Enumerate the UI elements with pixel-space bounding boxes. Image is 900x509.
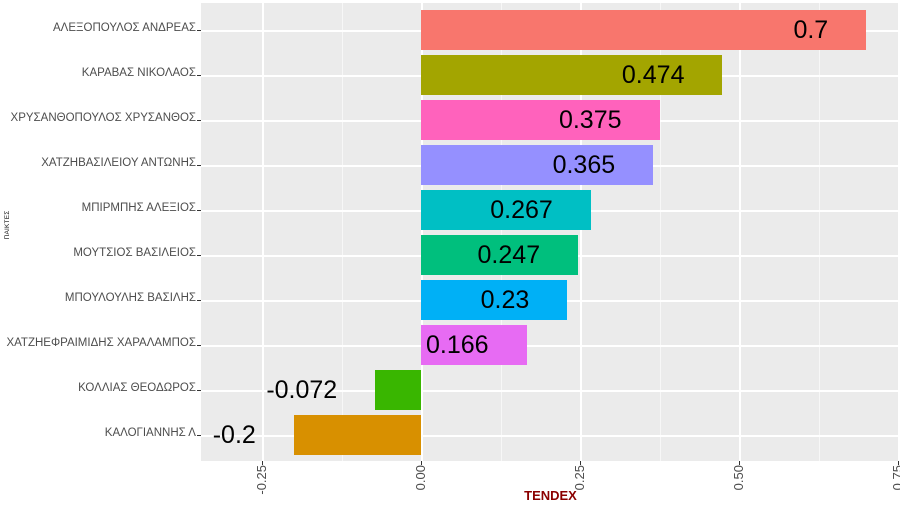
category-label: ΜΟΥΤΣΙΟΣ ΒΑΣΙΛΕΙΟΣ <box>73 247 196 259</box>
x-tick-label: 0.75 <box>890 465 900 491</box>
bar <box>421 279 568 321</box>
x-axis-tick <box>261 461 263 465</box>
grid-major-horizontal <box>201 435 900 437</box>
grid-minor-vertical <box>659 3 661 461</box>
category-label: ΜΠΙΡΜΠΗΣ ΑΛΕΞΙΟΣ <box>81 202 196 214</box>
bar <box>421 144 654 186</box>
bar <box>421 324 527 366</box>
x-axis-title: TENDEX <box>524 488 577 503</box>
y-axis-tick <box>197 29 201 31</box>
category-label: ΧΑΤΖΗΕΦΡΑΙΜΙΔΗΣ ΧΑΡΑΛΑΜΠΟΣ <box>6 337 196 349</box>
bar-value-label: 0.474 <box>621 60 685 89</box>
grid-minor-vertical <box>500 3 502 461</box>
bar-value-label: -0.072 <box>266 375 338 404</box>
bar <box>421 99 660 141</box>
bar-value-label: 0.365 <box>552 150 616 179</box>
x-tick-label: 0.25 <box>572 465 587 491</box>
bar <box>375 369 421 411</box>
bar <box>421 234 579 276</box>
y-axis-tick <box>197 434 201 436</box>
x-axis-tick <box>579 461 581 465</box>
bar <box>421 9 867 51</box>
y-axis-tick <box>197 119 201 121</box>
grid-minor-vertical <box>818 3 820 461</box>
y-axis-tick <box>197 389 201 391</box>
category-label: ΧΡΥΣΑΝΘΟΠΟΥΛΟΣ ΧΡΥΣΑΝΘΟΣ <box>10 112 196 124</box>
y-axis-tick <box>197 344 201 346</box>
category-label: ΜΠΟΥΛΟΥΛΗΣ ΒΑΣΙΛΗΣ <box>64 292 196 304</box>
y-axis-tick <box>197 164 201 166</box>
grid-major-horizontal <box>201 345 900 347</box>
y-axis-tick <box>197 74 201 76</box>
grid-major-vertical <box>421 3 423 461</box>
bar-value-label: 0.23 <box>480 285 530 314</box>
x-tick-label: 0.50 <box>731 465 746 491</box>
x-axis-tick <box>897 461 899 465</box>
category-label: ΑΛΕΞΟΠΟΥΛΟΣ ΑΝΔΡΕΑΣ <box>53 22 196 34</box>
bar-value-label: 0.247 <box>477 240 541 269</box>
bar <box>421 54 723 96</box>
x-axis-tick <box>420 461 422 465</box>
y-axis-tick <box>197 299 201 301</box>
bar-value-label: 0.166 <box>426 330 489 359</box>
bar <box>421 189 591 231</box>
grid-major-vertical <box>739 3 741 461</box>
bar-value-label: -0.2 <box>212 420 256 449</box>
grid-major-horizontal <box>201 390 900 392</box>
x-tick-label: 0.00 <box>413 465 428 491</box>
grid-major-vertical <box>898 3 900 461</box>
bar-value-label: 0.267 <box>490 195 553 224</box>
category-label: ΧΑΤΖΗΒΑΣΙΛΕΙΟΥ ΑΝΤΩΝΗΣ <box>41 157 196 169</box>
x-tick-label: -0.25 <box>254 465 269 495</box>
grid-minor-vertical <box>341 3 343 461</box>
category-label: ΚΑΛΟΓΙΑΝΝΗΣ Λ <box>104 427 196 439</box>
y-axis-tick <box>197 254 201 256</box>
category-label: ΚΑΡΑΒΑΣ ΝΙΚΟΛΑΟΣ <box>81 67 196 79</box>
grid-major-vertical <box>262 3 264 461</box>
x-axis-tick <box>738 461 740 465</box>
bar <box>293 414 421 456</box>
y-axis-tick <box>197 209 201 211</box>
bar-value-label: 0.7 <box>793 15 829 44</box>
category-label: ΚΟΛΛΙΑΣ ΘΕΟΔΩΡΟΣ <box>78 382 196 394</box>
bar-value-label: 0.375 <box>558 105 622 134</box>
grid-major-vertical <box>580 3 582 461</box>
